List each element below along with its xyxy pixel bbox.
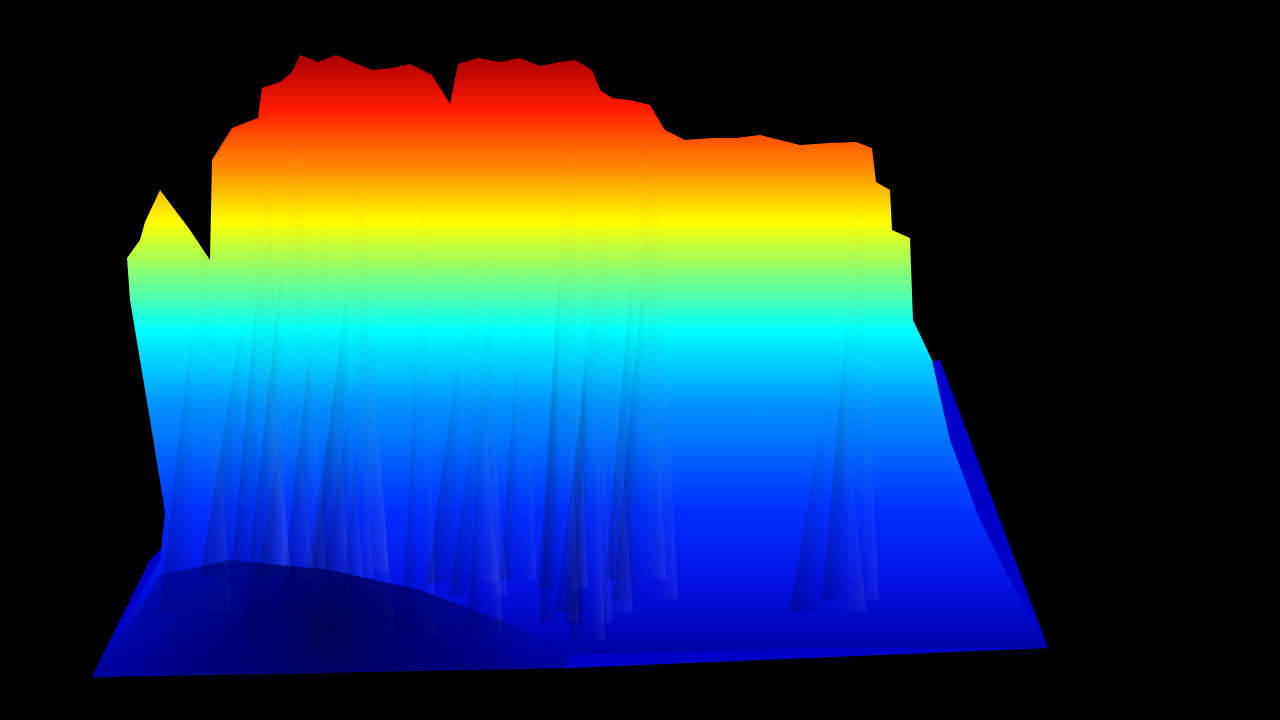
ridge-spike [159,217,232,612]
ridge-spike [500,255,537,580]
ridge-spike [279,212,353,619]
ridge-spike [789,333,867,612]
ridge-spike [538,116,588,589]
terrain-valley-shadow [100,560,568,676]
ridge-spike [570,224,605,640]
ridge-spike [231,168,290,568]
ridge-spike [613,151,679,599]
ridge-spike [449,327,508,596]
ridge-spike [343,358,374,589]
ridge-spike [402,201,436,635]
terrain-ridges [159,116,880,640]
